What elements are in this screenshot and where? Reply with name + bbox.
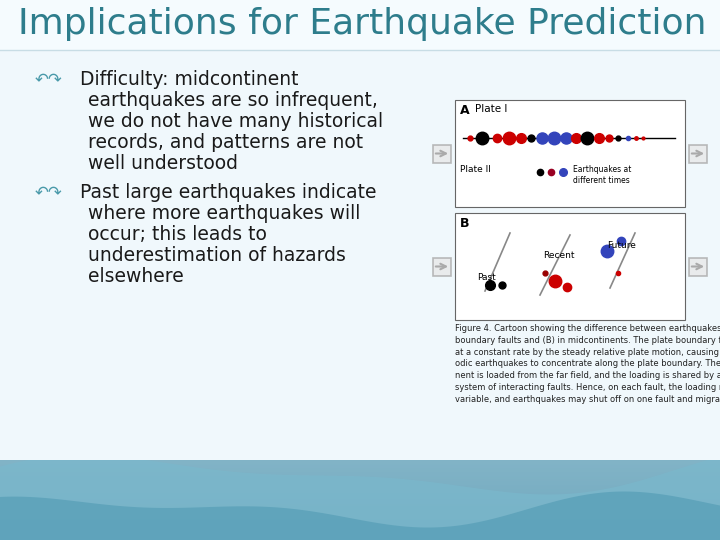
FancyBboxPatch shape bbox=[455, 100, 685, 207]
Text: Implications for Earthquake Prediction: Implications for Earthquake Prediction bbox=[18, 7, 706, 41]
Text: Difficulty: midcontinent: Difficulty: midcontinent bbox=[80, 70, 299, 89]
Text: Plate I: Plate I bbox=[475, 104, 508, 114]
PathPatch shape bbox=[0, 491, 720, 540]
Text: Plate II: Plate II bbox=[460, 165, 491, 174]
FancyBboxPatch shape bbox=[0, 50, 720, 460]
Text: ↶↷: ↶↷ bbox=[35, 70, 63, 88]
FancyBboxPatch shape bbox=[0, 0, 720, 50]
FancyBboxPatch shape bbox=[689, 145, 707, 163]
Text: Earthquakes at
different times: Earthquakes at different times bbox=[573, 165, 631, 185]
Text: we do not have many historical: we do not have many historical bbox=[88, 112, 383, 131]
Text: elsewhere: elsewhere bbox=[88, 267, 184, 286]
Text: Past: Past bbox=[477, 273, 496, 282]
Text: Past large earthquakes indicate: Past large earthquakes indicate bbox=[80, 183, 377, 202]
Text: occur; this leads to: occur; this leads to bbox=[88, 225, 267, 244]
Text: Figure 4. Cartoon showing the difference between earthquakes (A) at plate
bounda: Figure 4. Cartoon showing the difference… bbox=[455, 324, 720, 404]
FancyBboxPatch shape bbox=[433, 258, 451, 275]
Text: A: A bbox=[460, 104, 469, 117]
PathPatch shape bbox=[0, 455, 720, 540]
Text: well understood: well understood bbox=[88, 154, 238, 173]
Text: ↶↷: ↶↷ bbox=[35, 183, 63, 201]
Text: where more earthquakes will: where more earthquakes will bbox=[88, 204, 361, 223]
FancyBboxPatch shape bbox=[689, 258, 707, 275]
Text: B: B bbox=[460, 217, 469, 230]
Text: Future: Future bbox=[607, 241, 636, 250]
Text: records, and patterns are not: records, and patterns are not bbox=[88, 133, 363, 152]
Text: underestimation of hazards: underestimation of hazards bbox=[88, 246, 346, 265]
Text: Recent: Recent bbox=[543, 251, 575, 260]
FancyBboxPatch shape bbox=[433, 145, 451, 163]
Text: earthquakes are so infrequent,: earthquakes are so infrequent, bbox=[88, 91, 378, 110]
FancyBboxPatch shape bbox=[455, 213, 685, 320]
